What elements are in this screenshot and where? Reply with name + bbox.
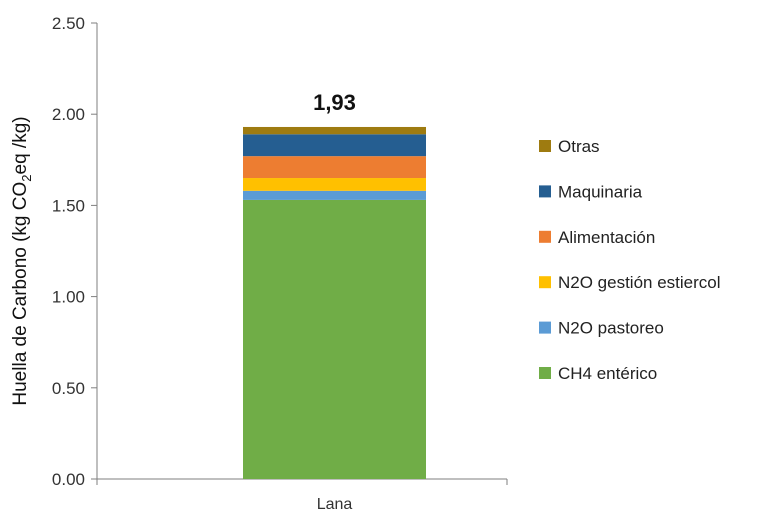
- legend-swatch: [539, 231, 551, 243]
- bar-stack: [243, 127, 426, 479]
- bar-segment-otras: [243, 127, 426, 134]
- bar-segment-maquinaria: [243, 134, 426, 156]
- legend-swatch: [539, 367, 551, 379]
- y-axis: 0.00 0.50 1.00 1.50 2.00 2.50: [52, 14, 97, 489]
- legend-swatch: [539, 276, 551, 288]
- legend-swatch: [539, 185, 551, 197]
- legend-label: Alimentación: [558, 228, 655, 247]
- y-tick-label: 2.50: [52, 14, 85, 33]
- legend-label: Otras: [558, 137, 600, 156]
- legend-swatch: [539, 140, 551, 152]
- y-tick-label: 0.50: [52, 379, 85, 398]
- bar-segment-n2o-pastoreo: [243, 191, 426, 200]
- y-axis-title-main: Huella de Carbono (kg CO: [10, 182, 31, 406]
- y-tick-label: 1.50: [52, 196, 85, 215]
- bar-segment-n2o-gesti-n-estiercol: [243, 178, 426, 191]
- bar-segment-alimentaci-n: [243, 156, 426, 178]
- y-tick-label: 0.00: [52, 470, 85, 489]
- legend-label: CH4 entérico: [558, 364, 657, 383]
- y-tick-label: 1.00: [52, 288, 85, 307]
- x-axis: Lana: [97, 479, 507, 513]
- total-value-label: 1,93: [313, 90, 356, 115]
- legend-label: N2O gestión estiercol: [558, 273, 721, 292]
- legend-label: N2O pastoreo: [558, 319, 664, 338]
- legend: Otras Maquinaria Alimentación N2O gestión e…: [539, 137, 721, 383]
- legend-swatch: [539, 322, 551, 334]
- legend-label: Maquinaria: [558, 182, 643, 201]
- x-category-label: Lana: [317, 496, 353, 513]
- y-tick-label: 2.00: [52, 105, 85, 124]
- y-axis-title-end: eq /kg): [10, 116, 31, 174]
- y-axis-title-subscript: 2: [19, 174, 34, 181]
- y-axis-title: Huella de Carbono (kg CO2eq /kg): [10, 116, 34, 405]
- bar-segment-ch4-ent-rico: [243, 200, 426, 479]
